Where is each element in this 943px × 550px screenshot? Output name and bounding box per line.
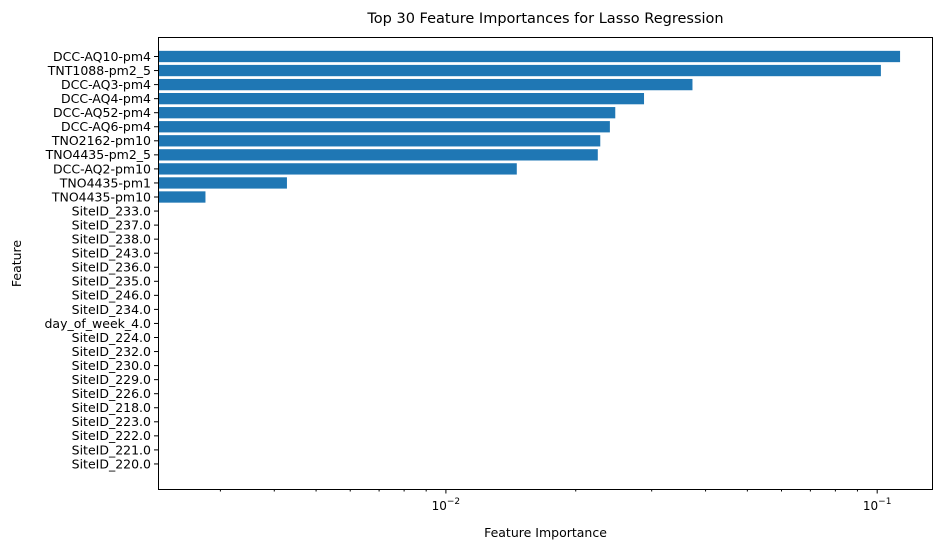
y-tick-label: DCC-AQ10-pm4	[53, 49, 151, 64]
y-tick-label: SiteID_226.0	[72, 386, 151, 401]
bar-TNO4435-pm10	[158, 191, 206, 203]
bar-TNO4435-pm2_5	[158, 149, 598, 161]
bar-TNT1088-pm2_5	[158, 64, 881, 77]
y-tick-label: TNO4435-pm1	[59, 175, 151, 190]
bar-DCC-AQ4-pm4	[158, 93, 645, 105]
bar-DCC-AQ52-pm4	[158, 107, 616, 119]
bar-TNO4435-pm1	[158, 177, 287, 189]
plot-frame	[158, 37, 933, 490]
y-tick-label: TNT1088-pm2_5	[47, 63, 151, 78]
bars-group	[158, 50, 901, 203]
y-tick-label: SiteID_220.0	[72, 456, 151, 471]
bar-DCC-AQ6-pm4	[158, 121, 610, 133]
y-tick-label: SiteID_223.0	[72, 414, 151, 429]
y-tick-label: TNO4435-pm10	[51, 189, 151, 204]
x-axis-ticks: 10−2 10−1	[219, 489, 892, 513]
bar-DCC-AQ2-pm10	[158, 163, 517, 175]
y-axis-label: Feature	[9, 240, 24, 288]
y-tick-label: SiteID_218.0	[72, 400, 151, 415]
bar-DCC-AQ3-pm4	[158, 78, 693, 91]
y-tick-label: SiteID_221.0	[72, 442, 151, 457]
x-axis-label: Feature Importance	[484, 525, 607, 540]
y-tick-label: SiteID_246.0	[72, 288, 151, 303]
bar-TNO2162-pm10	[158, 135, 601, 147]
y-tick-label: SiteID_224.0	[72, 330, 151, 345]
y-tick-label: SiteID_233.0	[72, 203, 151, 218]
y-tick-label: TNO4435-pm2_5	[45, 147, 151, 162]
x-tick-label: 10−2	[432, 497, 461, 513]
y-tick-label: DCC-AQ3-pm4	[61, 77, 151, 92]
y-axis-ticks: DCC-AQ10-pm4TNT1088-pm2_5DCC-AQ3-pm4DCC-…	[44, 49, 158, 471]
y-tick-label: day_of_week_4.0	[44, 316, 151, 331]
y-tick-label: SiteID_222.0	[72, 428, 151, 443]
y-tick-label: SiteID_235.0	[72, 274, 151, 289]
y-tick-label: SiteID_232.0	[72, 344, 151, 359]
y-tick-label: SiteID_237.0	[72, 217, 151, 232]
y-tick-label: SiteID_234.0	[72, 302, 151, 317]
y-tick-label: DCC-AQ4-pm4	[61, 91, 151, 106]
y-tick-label: DCC-AQ52-pm4	[53, 105, 151, 120]
chart-title: Top 30 Feature Importances for Lasso Reg…	[366, 11, 723, 27]
y-tick-label: DCC-AQ2-pm10	[53, 161, 151, 176]
y-tick-label: DCC-AQ6-pm4	[61, 119, 151, 134]
y-tick-label: SiteID_236.0	[72, 260, 151, 275]
y-tick-label: SiteID_238.0	[72, 232, 151, 247]
y-tick-label: SiteID_229.0	[72, 372, 151, 387]
y-tick-label: TNO2162-pm10	[51, 133, 151, 148]
y-tick-label: SiteID_230.0	[72, 358, 151, 373]
bar-DCC-AQ10-pm4	[158, 50, 901, 63]
y-tick-label: SiteID_243.0	[72, 246, 151, 261]
x-tick-label: 10−1	[863, 497, 892, 513]
